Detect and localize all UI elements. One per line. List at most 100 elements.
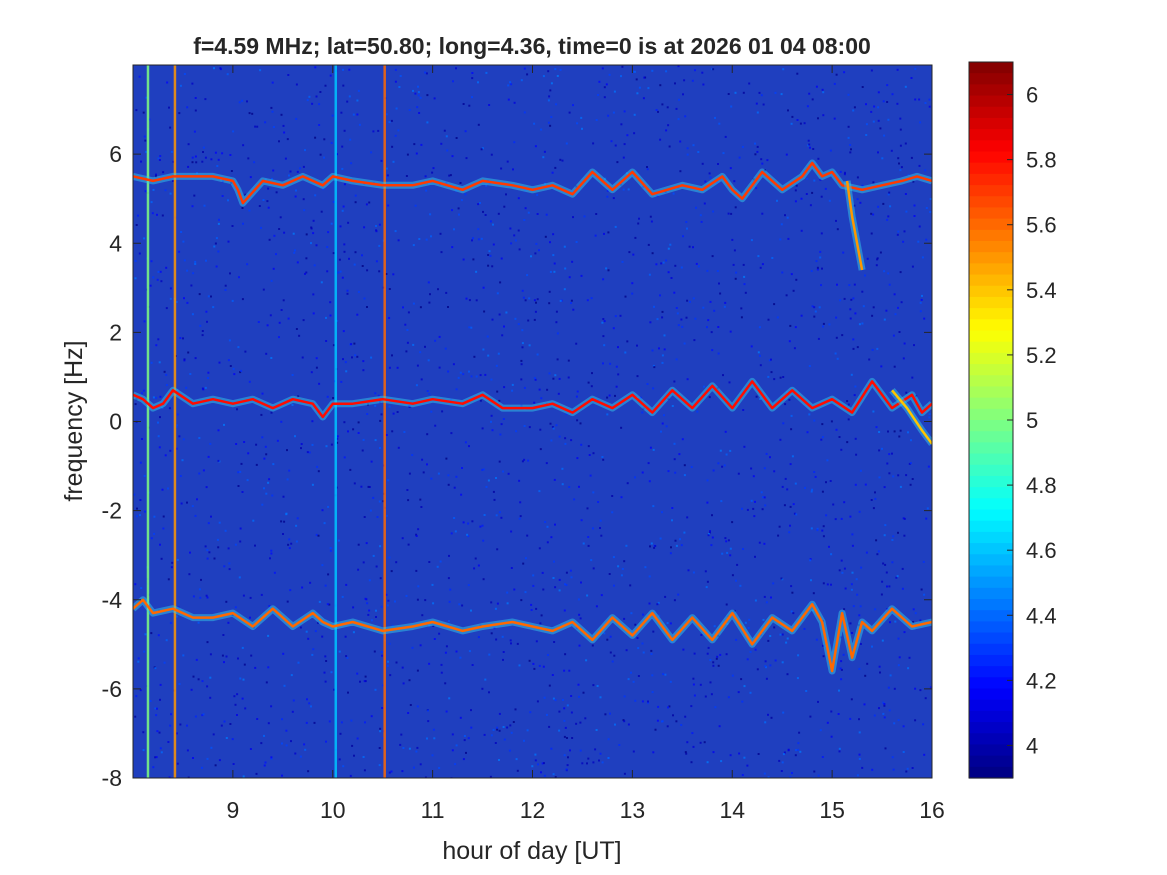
- noise-speck: [535, 607, 538, 610]
- noise-speck: [609, 635, 612, 638]
- noise-speck: [204, 545, 207, 548]
- noise-speck: [399, 743, 402, 746]
- noise-speck: [455, 475, 458, 478]
- noise-speck: [920, 298, 923, 301]
- noise-speck: [187, 143, 190, 146]
- noise-speck: [821, 267, 823, 270]
- noise-speck: [523, 425, 526, 427]
- noise-speck: [374, 404, 377, 407]
- noise-speck: [712, 210, 715, 213]
- noise-speck: [282, 299, 285, 302]
- noise-speck: [178, 112, 181, 115]
- noise-speck: [549, 89, 552, 92]
- noise-speck: [381, 684, 384, 687]
- noise-speck: [496, 726, 499, 729]
- noise-speck: [223, 423, 225, 426]
- noise-speck: [797, 748, 800, 751]
- noise-speck: [338, 258, 341, 261]
- noise-speck: [706, 501, 709, 504]
- noise-speck: [351, 744, 354, 747]
- noise-speck: [370, 356, 373, 359]
- noise-speck: [526, 73, 529, 76]
- noise-speck: [874, 491, 876, 494]
- noise-speck: [370, 151, 373, 154]
- noise-speck: [847, 418, 850, 421]
- noise-speck: [378, 500, 381, 503]
- colorbar-step: [969, 531, 1013, 544]
- noise-speck: [498, 729, 501, 732]
- noise-speck: [767, 639, 770, 642]
- noise-speck: [214, 242, 217, 245]
- noise-speck: [555, 424, 558, 427]
- noise-speck: [567, 756, 569, 759]
- noise-speck: [858, 718, 860, 721]
- noise-speck: [419, 96, 422, 99]
- noise-speck: [291, 374, 294, 376]
- noise-speck: [630, 612, 633, 615]
- noise-speck: [586, 299, 589, 302]
- noise-speck: [859, 605, 862, 608]
- noise-speck: [154, 756, 157, 759]
- noise-speck: [865, 103, 867, 106]
- noise-speck: [499, 281, 502, 284]
- noise-speck: [244, 350, 247, 353]
- noise-speck: [152, 396, 155, 399]
- noise-speck: [784, 214, 786, 217]
- noise-speck: [450, 432, 453, 435]
- noise-speck: [417, 94, 420, 97]
- noise-speck: [879, 127, 882, 130]
- noise-speck: [669, 243, 672, 246]
- noise-speck: [479, 399, 482, 402]
- noise-speck: [753, 515, 756, 518]
- noise-speck: [370, 619, 373, 622]
- noise-speck: [175, 301, 178, 303]
- noise-speck: [901, 567, 904, 570]
- noise-speck: [397, 129, 400, 132]
- noise-speck: [607, 757, 610, 759]
- noise-speck: [925, 517, 928, 520]
- noise-speck: [372, 130, 375, 133]
- noise-speck: [330, 443, 333, 446]
- noise-speck: [415, 535, 418, 537]
- noise-speck: [336, 435, 339, 438]
- noise-speck: [792, 289, 795, 292]
- noise-speck: [850, 698, 853, 701]
- noise-speck: [652, 364, 655, 367]
- noise-speck: [305, 271, 308, 274]
- noise-speck: [416, 746, 419, 749]
- noise-speck: [586, 507, 589, 510]
- noise-speck: [444, 651, 447, 654]
- noise-speck: [169, 287, 172, 290]
- colorbar-tick-label: 5.6: [1026, 213, 1057, 238]
- noise-speck: [420, 143, 423, 146]
- noise-speck: [843, 567, 846, 570]
- noise-speck: [540, 771, 542, 774]
- y-tick-label: 4: [109, 230, 122, 256]
- noise-speck: [781, 761, 784, 764]
- noise-speck: [897, 664, 900, 667]
- noise-speck: [305, 257, 308, 260]
- noise-speck: [530, 255, 532, 258]
- noise-speck: [861, 184, 864, 187]
- noise-speck: [200, 578, 202, 581]
- noise-speck: [287, 74, 290, 76]
- noise-speck: [451, 209, 453, 212]
- noise-speck: [902, 517, 905, 520]
- noise-speck: [225, 737, 228, 739]
- noise-speck: [623, 143, 626, 146]
- noise-speck: [725, 540, 728, 543]
- noise-speck: [494, 742, 497, 744]
- noise-speck: [580, 443, 583, 446]
- noise-speck: [408, 679, 411, 682]
- noise-speck: [771, 257, 774, 259]
- noise-speck: [649, 545, 651, 548]
- noise-speck: [394, 230, 397, 233]
- noise-speck: [905, 391, 908, 394]
- noise-speck: [171, 561, 174, 564]
- noise-speck: [475, 270, 478, 273]
- noise-speck: [239, 371, 242, 374]
- noise-speck: [838, 750, 841, 753]
- noise-speck: [231, 225, 234, 227]
- noise-speck: [356, 737, 359, 740]
- noise-speck: [406, 341, 409, 344]
